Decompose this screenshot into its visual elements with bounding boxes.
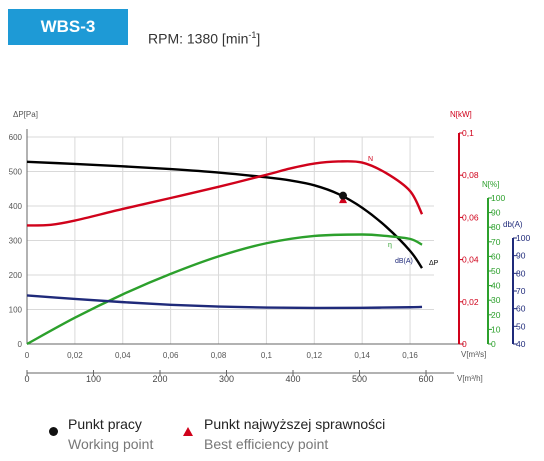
rpm-label: RPM: 1380 [min-1]	[148, 30, 260, 47]
flow-m3h-tick-label: 200	[152, 374, 167, 384]
pressure-axis-label: ΔP[Pa]	[13, 110, 38, 119]
legend-working-point: Punkt pracy Working point	[68, 414, 153, 454]
power-curve	[26, 160, 424, 227]
noise-tick-label: 40	[516, 339, 526, 349]
flow-m3s-tick-label: 0,12	[307, 351, 323, 360]
flow-m3s-tick-label: 0,02	[67, 351, 83, 360]
noise-curve-label: dB(A)	[395, 258, 413, 265]
noise-tick-label: 100	[516, 233, 530, 243]
pressure-tick-label: 0	[18, 340, 23, 349]
flow-m3s-axis-label: V[m³/s]	[461, 350, 486, 359]
efficiency-tick-label: 40	[491, 281, 501, 291]
efficiency-tick-label: 50	[491, 266, 501, 276]
power-tick-label: 0,08	[462, 170, 479, 180]
working-point-icon	[49, 427, 58, 436]
pressure-tick-label: 400	[9, 202, 23, 211]
efficiency-axis-label: N[%]	[482, 180, 499, 189]
efficiency-tick-label: 100	[491, 193, 505, 203]
flow-m3h-tick-label: 400	[285, 374, 300, 384]
flow-m3s-tick-label: 0,1	[261, 351, 273, 360]
noise-axis-label: db(A)	[503, 220, 523, 229]
rpm-exponent: -1	[248, 30, 257, 40]
pressure-tick-label: 300	[9, 237, 23, 246]
legend-best-en: Best efficiency point	[204, 436, 329, 452]
pressure-curve-label: ΔP	[429, 260, 439, 267]
pressure-tick-label: 100	[9, 306, 23, 315]
legend-working-en: Working point	[68, 436, 154, 452]
flow-m3h-tick-label: 300	[219, 374, 234, 384]
noise-curve	[26, 294, 423, 310]
power-tick-label: 0,02	[462, 297, 479, 307]
power-tick-label: 0,04	[462, 255, 479, 265]
pressure-tick-label: 200	[9, 271, 23, 280]
efficiency-curve	[26, 233, 423, 346]
power-curve-label: N	[368, 156, 373, 163]
pressure-tick-label: 500	[9, 168, 23, 177]
noise-tick-label: 60	[516, 304, 526, 314]
flow-m3s-tick-label: 0,08	[211, 351, 227, 360]
rpm-text: RPM: 1380 [min	[148, 30, 249, 47]
efficiency-curve-label: η	[388, 242, 392, 249]
working-point-marker	[339, 191, 348, 200]
best-efficiency-icon	[183, 427, 193, 436]
flow-m3s-tick-label: 0,14	[354, 351, 370, 360]
flow-m3h-tick-label: 0	[24, 374, 29, 384]
model-badge: WBS-3	[8, 9, 128, 45]
flow-m3h-tick-label: 100	[86, 374, 101, 384]
rpm-close: ]	[256, 30, 261, 47]
efficiency-tick-label: 80	[491, 222, 501, 232]
power-tick-label: 0	[462, 339, 467, 349]
noise-tick-label: 80	[516, 268, 526, 278]
flow-m3s-tick-label: 0,06	[163, 351, 179, 360]
legend-working-pl: Punkt pracy	[68, 416, 142, 432]
pressure-curve	[26, 160, 424, 269]
power-tick-label: 0,1	[462, 128, 474, 138]
legend-best-pl: Punkt najwyższej sprawności	[204, 416, 386, 432]
efficiency-tick-label: 10	[491, 324, 501, 334]
flow-m3h-axis-label: V[m³/h]	[457, 374, 483, 383]
flow-m3s-tick-label: 0	[25, 351, 30, 360]
efficiency-tick-label: 30	[491, 295, 501, 305]
flow-m3h-tick-label: 600	[419, 374, 434, 384]
power-axis-label: N[kW]	[450, 110, 472, 119]
flow-m3h-tick-label: 500	[352, 374, 367, 384]
legend-best-efficiency: Punkt najwyższej sprawności Best efficie…	[204, 414, 385, 454]
efficiency-tick-label: 0	[491, 339, 496, 349]
power-tick-label: 0,06	[462, 212, 479, 222]
efficiency-tick-label: 20	[491, 310, 501, 320]
efficiency-tick-label: 70	[491, 237, 501, 247]
efficiency-tick-label: 60	[491, 251, 501, 261]
noise-tick-label: 90	[516, 251, 526, 261]
pressure-tick-label: 600	[9, 133, 23, 142]
efficiency-tick-label: 90	[491, 208, 501, 218]
noise-tick-label: 70	[516, 286, 526, 296]
noise-tick-label: 50	[516, 321, 526, 331]
flow-m3s-tick-label: 0,04	[115, 351, 131, 360]
flow-m3s-tick-label: 0,16	[402, 351, 418, 360]
